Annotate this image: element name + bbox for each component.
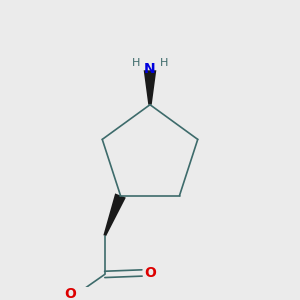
Polygon shape: [103, 194, 126, 236]
Text: O: O: [64, 287, 76, 300]
Text: O: O: [145, 266, 157, 280]
Text: H: H: [132, 58, 140, 68]
Text: H: H: [160, 58, 168, 68]
Polygon shape: [144, 70, 156, 105]
Text: N: N: [144, 61, 156, 76]
